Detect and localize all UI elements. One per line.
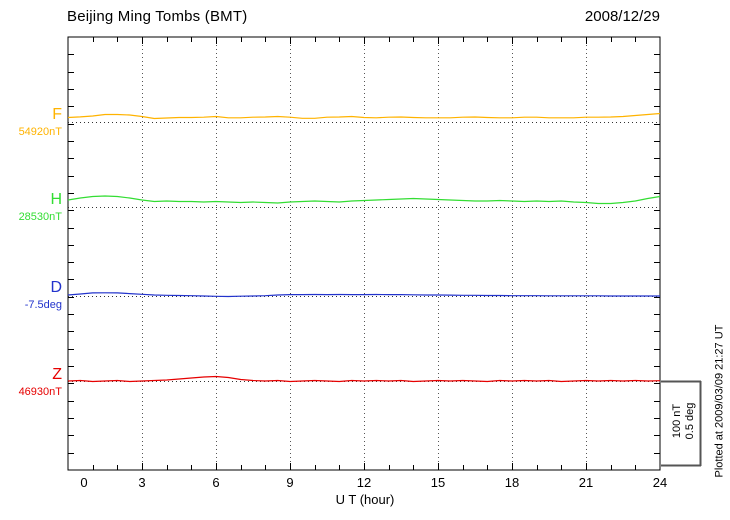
scale-bar-label: 100 nT 0.5 deg bbox=[671, 395, 699, 447]
channel-baseline-h: 28530nT bbox=[18, 211, 62, 223]
x-tick-9: 9 bbox=[286, 475, 294, 490]
x-tick-3: 3 bbox=[138, 475, 146, 490]
plotted-at-note: Plotted at 2009/03/09 21:27 UT bbox=[713, 324, 726, 478]
channel-letter-z: Z bbox=[52, 366, 62, 383]
trace-z bbox=[67, 375, 661, 383]
trace-d bbox=[67, 292, 660, 298]
trace-h bbox=[67, 195, 661, 205]
x-tick-18: 18 bbox=[504, 475, 520, 490]
channel-letter-d: D bbox=[50, 279, 62, 296]
channel-baseline-f: 54920nT bbox=[18, 126, 62, 138]
channel-baseline-z: 46930nT bbox=[18, 386, 62, 398]
channel-letter-h: H bbox=[50, 191, 62, 208]
x-tick-15: 15 bbox=[430, 475, 446, 490]
x-tick-21: 21 bbox=[578, 475, 594, 490]
channel-letter-f: F bbox=[52, 106, 62, 123]
channel-label-z: Z 46930nT bbox=[0, 366, 62, 398]
page-title: Beijing Ming Tombs (BMT) bbox=[67, 8, 248, 25]
channel-label-d: D -7.5deg bbox=[0, 279, 62, 311]
channel-baseline-d: -7.5deg bbox=[24, 299, 62, 311]
x-tick-0: 0 bbox=[80, 475, 88, 490]
plot-date: 2008/12/29 bbox=[584, 8, 660, 25]
scale-bar-nt: 100 nT bbox=[671, 403, 683, 439]
channel-label-f: F 54920nT bbox=[0, 106, 62, 138]
x-axis-label: U T (hour) bbox=[335, 492, 395, 507]
trace-f bbox=[67, 112, 661, 120]
channel-label-h: H 28530nT bbox=[0, 191, 62, 223]
scale-bar-deg: 0.5 deg bbox=[684, 402, 696, 440]
x-tick-6: 6 bbox=[212, 475, 220, 490]
x-tick-24: 24 bbox=[652, 475, 668, 490]
x-tick-12: 12 bbox=[356, 475, 372, 490]
